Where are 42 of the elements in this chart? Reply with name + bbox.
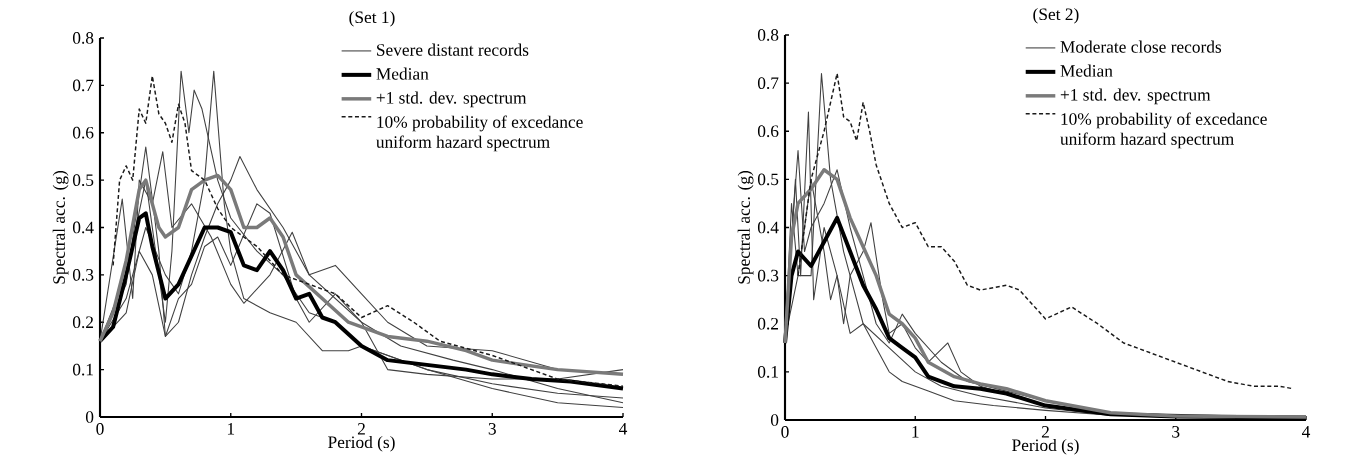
x-tick-label: 1 xyxy=(912,426,919,438)
x-tick-label: 2 xyxy=(357,423,365,435)
legend-label: 10% probability of excedance uniform hazard spectrum xyxy=(1060,112,1267,149)
y-tick-label: 0.1 xyxy=(757,365,778,378)
x-tick-label: 1 xyxy=(227,423,235,435)
x-tick-label: 0 xyxy=(96,423,104,435)
legend-label: +1 std. dev. spectrum xyxy=(376,91,527,108)
y-tick-label: 0.2 xyxy=(72,316,94,329)
y-tick-label: 0.5 xyxy=(757,173,779,186)
legend-label: +1 std. dev. spectrum xyxy=(1060,88,1211,105)
x-tick-label: 4 xyxy=(1301,426,1311,438)
y-tick-label: 0.5 xyxy=(72,174,94,187)
y-tick-label: 0.7 xyxy=(757,77,779,90)
y-tick-label: 0.8 xyxy=(72,32,94,44)
y-axis-title: Spectral acc. (g) xyxy=(52,170,69,284)
y-tick-label: 0.3 xyxy=(72,268,94,281)
y-tick-label: 0.7 xyxy=(72,79,94,92)
x-tick-label: 3 xyxy=(488,423,496,435)
x-axis-title: Period (s) xyxy=(1012,438,1079,455)
y-tick-label: 0 xyxy=(770,414,779,426)
y-tick-label: 0.4 xyxy=(757,221,779,234)
y-tick-label: 0 xyxy=(85,411,94,423)
legend-label: Severe distant records xyxy=(377,43,529,56)
y-tick-label: 0.3 xyxy=(757,269,779,282)
y-tick-label: 0.1 xyxy=(72,363,93,376)
chart-title: (Set 1) xyxy=(349,10,395,27)
y-axis-title: Spectral acc. (g) xyxy=(737,170,754,284)
legend-label: 10% probability of excedance uniform hazard spectrum xyxy=(376,115,583,152)
y-tick-label: 0.6 xyxy=(72,126,94,139)
x-tick-label: 3 xyxy=(1172,426,1180,438)
legend-label: Median xyxy=(1060,64,1113,77)
legend-label: Moderate close records xyxy=(1060,40,1222,53)
y-tick-label: 0.8 xyxy=(757,29,779,41)
y-tick-label: 0.4 xyxy=(72,221,94,234)
x-tick-label: 2 xyxy=(1041,426,1049,438)
y-tick-label: 0.2 xyxy=(757,317,779,330)
x-axis-title: Period (s) xyxy=(328,435,395,452)
chart-title: (Set 2) xyxy=(1033,7,1079,24)
x-tick-label: 4 xyxy=(619,423,628,435)
legend-label: Median xyxy=(376,67,429,80)
y-tick-label: 0.6 xyxy=(757,125,779,138)
x-tick-label: 0 xyxy=(781,426,789,438)
